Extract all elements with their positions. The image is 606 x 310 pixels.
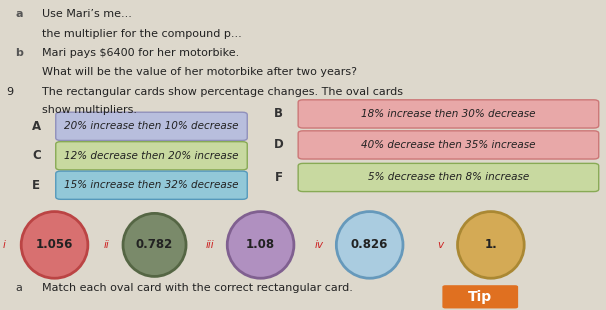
FancyBboxPatch shape: [298, 100, 599, 128]
Text: iii: iii: [206, 240, 215, 250]
Text: D: D: [274, 139, 284, 151]
Text: 20% increase then 10% decrease: 20% increase then 10% decrease: [64, 121, 239, 131]
Text: 0.782: 0.782: [136, 238, 173, 251]
Text: E: E: [32, 179, 41, 192]
Text: F: F: [275, 171, 283, 184]
Text: 0.826: 0.826: [351, 238, 388, 251]
Text: ii: ii: [103, 240, 109, 250]
Text: i: i: [3, 240, 5, 250]
Text: a: a: [15, 9, 22, 19]
Text: 1.08: 1.08: [246, 238, 275, 251]
Text: 1.056: 1.056: [36, 238, 73, 251]
Text: b: b: [15, 48, 23, 58]
Text: 18% increase then 30% decrease: 18% increase then 30% decrease: [361, 109, 536, 119]
Text: Mari pays $6400 for her motorbike.: Mari pays $6400 for her motorbike.: [42, 48, 239, 58]
Text: a: a: [15, 283, 22, 293]
Text: What will be the value of her motorbike after two years?: What will be the value of her motorbike …: [42, 67, 358, 77]
Text: 40% decrease then 35% increase: 40% decrease then 35% increase: [361, 140, 536, 150]
Text: 1.: 1.: [484, 238, 498, 251]
Ellipse shape: [458, 211, 524, 278]
Text: C: C: [32, 149, 41, 162]
Text: Tip: Tip: [468, 290, 492, 304]
Text: A: A: [32, 120, 41, 133]
FancyBboxPatch shape: [56, 142, 247, 170]
Text: B: B: [275, 108, 283, 120]
Text: show multipliers.: show multipliers.: [42, 105, 138, 115]
Ellipse shape: [336, 211, 403, 278]
Text: 15% increase then 32% decrease: 15% increase then 32% decrease: [64, 180, 239, 190]
Text: iv: iv: [315, 240, 324, 250]
FancyBboxPatch shape: [442, 285, 518, 308]
FancyBboxPatch shape: [56, 112, 247, 140]
Text: 9: 9: [6, 87, 13, 97]
Text: 5% decrease then 8% increase: 5% decrease then 8% increase: [368, 172, 529, 183]
Ellipse shape: [227, 211, 294, 278]
FancyBboxPatch shape: [298, 131, 599, 159]
Text: Match each oval card with the correct rectangular card.: Match each oval card with the correct re…: [42, 283, 353, 293]
Text: v: v: [438, 240, 444, 250]
Ellipse shape: [21, 211, 88, 278]
Ellipse shape: [123, 213, 186, 277]
Text: The rectangular cards show percentage changes. The oval cards: The rectangular cards show percentage ch…: [42, 87, 404, 97]
FancyBboxPatch shape: [298, 163, 599, 192]
Text: Use Mari’s me...: Use Mari’s me...: [42, 9, 132, 19]
Text: the multiplier for the compound p...: the multiplier for the compound p...: [42, 29, 242, 39]
Text: 12% decrease then 20% increase: 12% decrease then 20% increase: [64, 151, 239, 161]
FancyBboxPatch shape: [56, 171, 247, 199]
